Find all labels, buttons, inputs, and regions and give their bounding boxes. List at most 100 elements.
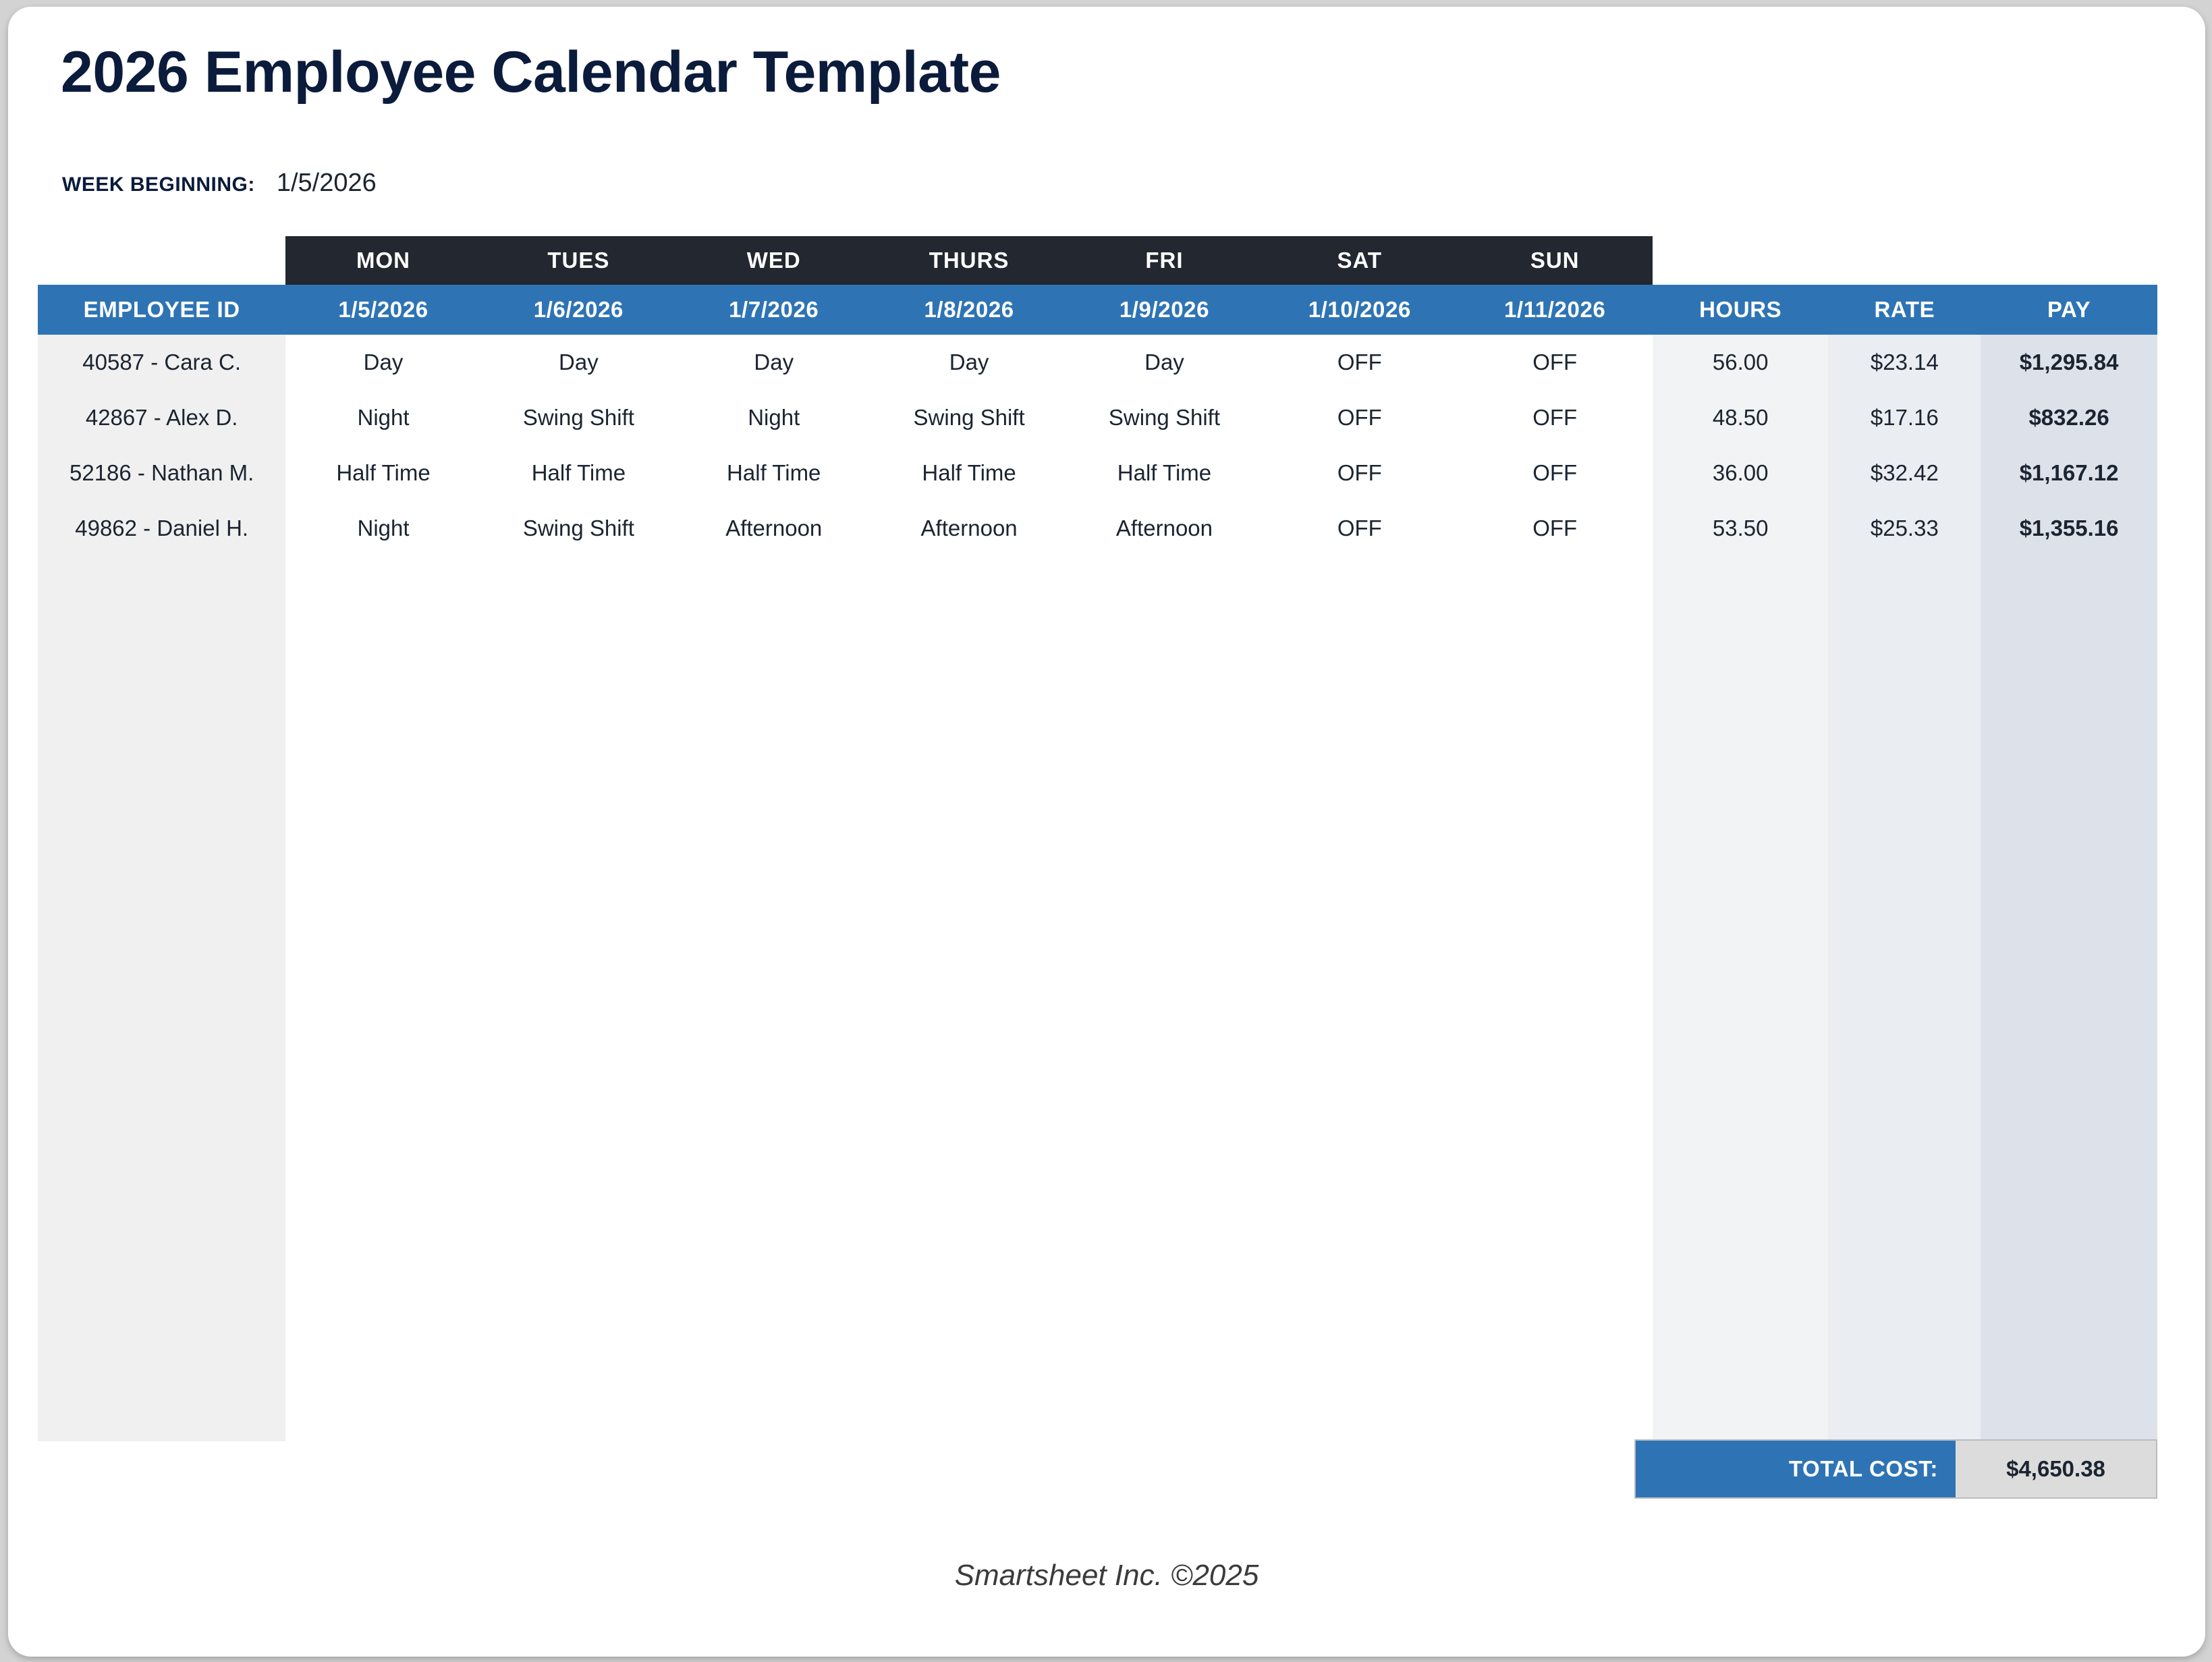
shift-cell-empty[interactable] [871, 999, 1067, 1054]
shift-cell-empty[interactable] [1066, 667, 1263, 722]
shift-cell-empty[interactable] [1066, 943, 1263, 999]
hours-cell[interactable]: 36.00 [1652, 445, 1829, 501]
hours-cell[interactable]: 48.50 [1652, 390, 1829, 445]
rate-cell-empty[interactable] [1828, 888, 1981, 943]
hrs-cell-empty[interactable] [1652, 777, 1829, 833]
shift-cell-empty[interactable] [1262, 611, 1458, 667]
shift-cell-empty[interactable] [1066, 1275, 1263, 1331]
shift-cell-empty[interactable] [1457, 556, 1653, 611]
shift-cell-empty[interactable] [1066, 1054, 1263, 1109]
shift-cell[interactable]: OFF [1262, 335, 1458, 390]
shift-cell-empty[interactable] [871, 1165, 1067, 1220]
rate-cell[interactable]: $23.14 [1828, 335, 1981, 390]
shift-cell[interactable]: OFF [1457, 501, 1653, 556]
shift-cell-empty[interactable] [480, 667, 677, 722]
hrs-cell-empty[interactable] [1652, 1275, 1829, 1331]
hrs-cell-empty[interactable] [1652, 1386, 1829, 1441]
shift-cell-empty[interactable] [871, 833, 1067, 888]
hrs-cell-empty[interactable] [1652, 667, 1829, 722]
pay-cell-empty[interactable] [1981, 667, 2157, 722]
hrs-cell-empty[interactable] [1652, 556, 1829, 611]
shift-cell[interactable]: Half Time [480, 445, 677, 501]
shift-cell-empty[interactable] [285, 943, 481, 999]
shift-cell[interactable]: Half Time [676, 445, 872, 501]
shift-cell-empty[interactable] [480, 722, 677, 777]
shift-cell[interactable]: Swing Shift [1066, 390, 1263, 445]
shift-cell[interactable]: OFF [1457, 445, 1653, 501]
shift-cell-empty[interactable] [871, 1220, 1067, 1275]
shift-cell[interactable]: OFF [1457, 335, 1653, 390]
shift-cell-empty[interactable] [1262, 667, 1458, 722]
shift-cell-empty[interactable] [1457, 611, 1653, 667]
shift-cell-empty[interactable] [871, 777, 1067, 833]
shift-cell-empty[interactable] [1262, 777, 1458, 833]
employee-id-cell-empty[interactable] [38, 1275, 286, 1331]
shift-cell[interactable]: Night [285, 501, 481, 556]
employee-id-cell-empty[interactable] [38, 1386, 286, 1441]
shift-cell-empty[interactable] [1457, 833, 1653, 888]
hrs-cell-empty[interactable] [1652, 943, 1829, 999]
employee-id-cell-empty[interactable] [38, 611, 286, 667]
shift-cell[interactable]: Half Time [285, 445, 481, 501]
shift-cell-empty[interactable] [285, 722, 481, 777]
shift-cell[interactable]: OFF [1262, 390, 1458, 445]
shift-cell-empty[interactable] [676, 1220, 872, 1275]
pay-cell-empty[interactable] [1981, 556, 2157, 611]
shift-cell-empty[interactable] [871, 888, 1067, 943]
pay-cell-empty[interactable] [1981, 1165, 2157, 1220]
shift-cell[interactable]: OFF [1457, 390, 1653, 445]
rate-cell-empty[interactable] [1828, 1275, 1981, 1331]
employee-id-cell-empty[interactable] [38, 833, 286, 888]
hrs-cell-empty[interactable] [1652, 611, 1829, 667]
hrs-cell-empty[interactable] [1652, 888, 1829, 943]
shift-cell-empty[interactable] [676, 1331, 872, 1386]
employee-id-cell-empty[interactable] [38, 888, 286, 943]
shift-cell-empty[interactable] [1066, 777, 1263, 833]
shift-cell-empty[interactable] [285, 777, 481, 833]
shift-cell[interactable]: Night [285, 390, 481, 445]
hrs-cell-empty[interactable] [1652, 833, 1829, 888]
rate-cell-empty[interactable] [1828, 999, 1981, 1054]
shift-cell-empty[interactable] [1066, 611, 1263, 667]
shift-cell-empty[interactable] [676, 1386, 872, 1441]
pay-cell-empty[interactable] [1981, 611, 2157, 667]
shift-cell-empty[interactable] [480, 1275, 677, 1331]
hrs-cell-empty[interactable] [1652, 999, 1829, 1054]
shift-cell-empty[interactable] [1457, 1165, 1653, 1220]
rate-cell-empty[interactable] [1828, 722, 1981, 777]
employee-id-cell-empty[interactable] [38, 1331, 286, 1386]
shift-cell-empty[interactable] [676, 1275, 872, 1331]
shift-cell-empty[interactable] [285, 999, 481, 1054]
shift-cell-empty[interactable] [480, 1386, 677, 1441]
shift-cell-empty[interactable] [480, 777, 677, 833]
shift-cell-empty[interactable] [871, 1275, 1067, 1331]
shift-cell-empty[interactable] [1066, 556, 1263, 611]
shift-cell-empty[interactable] [1457, 1331, 1653, 1386]
shift-cell-empty[interactable] [480, 611, 677, 667]
pay-cell-empty[interactable] [1981, 777, 2157, 833]
shift-cell-empty[interactable] [285, 1386, 481, 1441]
shift-cell-empty[interactable] [1066, 1165, 1263, 1220]
rate-cell-empty[interactable] [1828, 1054, 1981, 1109]
shift-cell-empty[interactable] [1262, 1386, 1458, 1441]
employee-id-cell[interactable]: 42867 - Alex D. [38, 390, 286, 445]
shift-cell-empty[interactable] [1457, 667, 1653, 722]
shift-cell-empty[interactable] [1457, 999, 1653, 1054]
pay-cell-empty[interactable] [1981, 1275, 2157, 1331]
shift-cell[interactable]: Half Time [1066, 445, 1263, 501]
shift-cell-empty[interactable] [1457, 1220, 1653, 1275]
pay-cell-empty[interactable] [1981, 943, 2157, 999]
shift-cell-empty[interactable] [1066, 888, 1263, 943]
rate-cell[interactable]: $32.42 [1828, 445, 1981, 501]
pay-cell[interactable]: $832.26 [1981, 390, 2157, 445]
shift-cell[interactable]: OFF [1262, 501, 1458, 556]
rate-cell-empty[interactable] [1828, 611, 1981, 667]
shift-cell-empty[interactable] [871, 1386, 1067, 1441]
rate-cell-empty[interactable] [1828, 943, 1981, 999]
shift-cell-empty[interactable] [285, 1275, 481, 1331]
shift-cell-empty[interactable] [676, 833, 872, 888]
shift-cell-empty[interactable] [871, 667, 1067, 722]
employee-id-cell-empty[interactable] [38, 1165, 286, 1220]
rate-cell[interactable]: $25.33 [1828, 501, 1981, 556]
shift-cell-empty[interactable] [1262, 556, 1458, 611]
